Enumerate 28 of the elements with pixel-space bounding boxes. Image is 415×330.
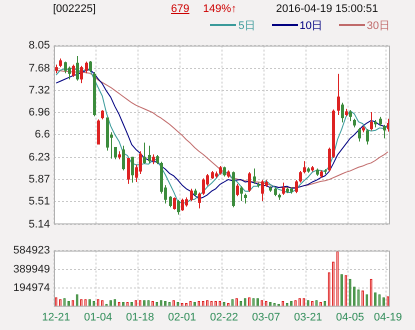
x-tick-label: 03-21 [294,311,322,324]
x-tick-label: 01-18 [126,311,154,324]
y-tick-label: 584923 [13,244,50,257]
text: 679 [171,3,190,15]
y-tick-label: 5.51 [28,196,50,208]
y-tick-label: 6.6 [34,128,50,141]
x-tick-label: 04-05 [336,311,364,324]
y-tick-label: 6.96 [28,106,50,119]
y-tick-label: 5.14 [28,218,50,230]
y-tick-label: 8.05 [28,40,50,52]
x-tick-label: 03-07 [252,311,280,324]
y-tick-label: 6.23 [28,151,50,164]
x-tick-label: 04-19 [374,311,402,324]
y-tick-label: 194974 [13,282,50,294]
x-tick-label: 02-01 [168,311,196,324]
legend-label: 5日 [238,18,256,32]
text: 149%↑ [203,3,237,15]
y-tick-label: 389949 [13,263,50,276]
y-tick-label: 7.32 [28,84,50,96]
legend-label: 30日 [366,18,390,32]
y-tick-label: 7.68 [28,62,50,74]
text: [002225] [53,3,96,15]
legend-label: 10日 [300,18,323,32]
x-tick-label: 02-22 [210,311,238,324]
x-tick-label: 12-21 [42,311,70,324]
y-tick-label: 5.87 [28,174,50,186]
text: 2016-04-19 15:00:51 [276,3,378,15]
x-tick-label: 01-04 [84,311,112,324]
